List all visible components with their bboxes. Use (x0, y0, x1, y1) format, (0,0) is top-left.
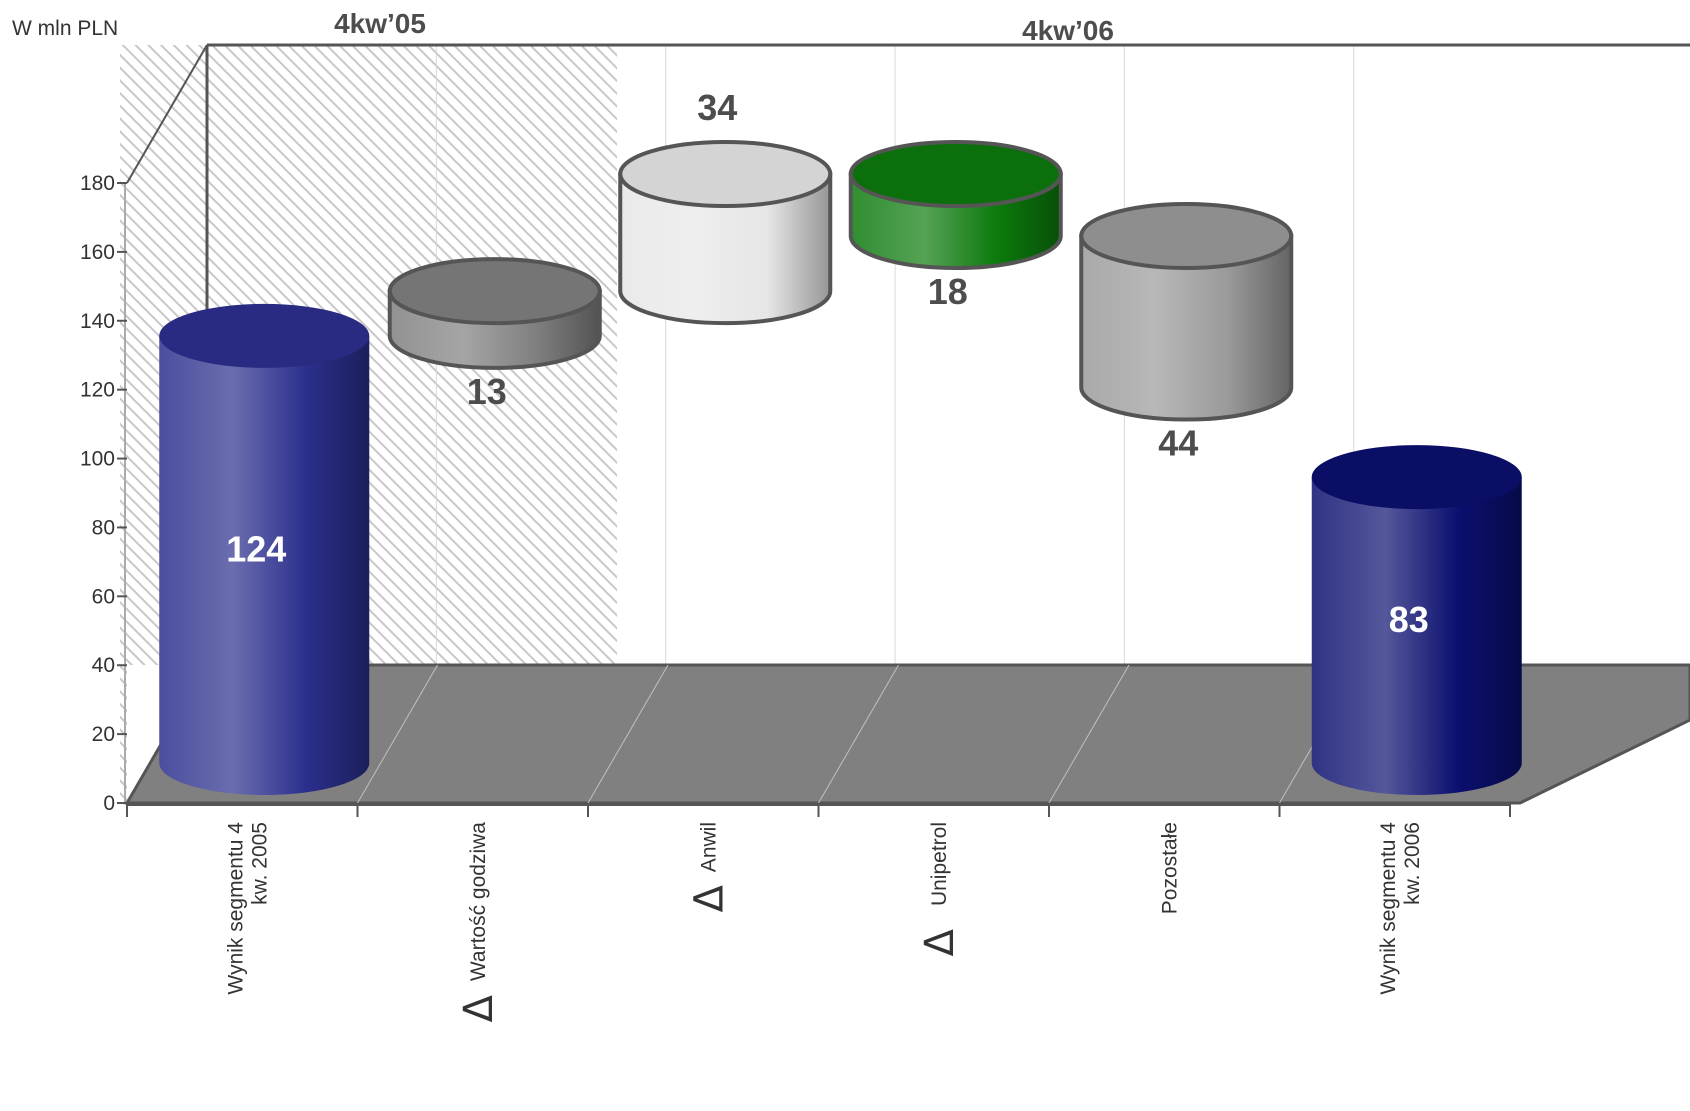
value-labels: 124 13 34 18 44 83 (226, 87, 1429, 640)
y-tick-label: 160 (80, 241, 115, 264)
category-label: Wynik segmentu 4 kw. 2005 (224, 822, 271, 995)
bar-body (159, 335, 370, 795)
bar-top (1311, 445, 1522, 510)
bar-4 (848, 140, 1063, 270)
value-label: 83 (1389, 599, 1429, 640)
category-label-line: kw. 2005 (248, 822, 271, 905)
period-label-4kw06: 4kw’06 (1022, 15, 1114, 46)
x-axis (126, 803, 1511, 817)
y-tick-label: 80 (92, 516, 115, 539)
bar-body (618, 172, 833, 326)
category-label: Wartość godziwa Δ (456, 822, 502, 1023)
side-top-edge (126, 44, 208, 184)
category-label-line: Anwil (697, 822, 720, 872)
y-tick-label: 180 (80, 172, 115, 195)
unit-label: W mln PLN (12, 17, 118, 40)
category-label-line: Wartość godziwa (467, 822, 490, 981)
y-tick-label: 60 (92, 585, 115, 608)
y-tick-label: 140 (80, 310, 115, 333)
delta-symbol: Δ (456, 994, 502, 1022)
value-label: 34 (697, 87, 737, 128)
period-label-4kw05: 4kw’05 (334, 8, 426, 39)
hatch-sidewall (120, 45, 207, 803)
value-label: 124 (226, 528, 286, 569)
y-tick-label: 40 (92, 654, 115, 677)
bar-top (848, 140, 1063, 208)
bar-2 (387, 257, 602, 370)
delta-symbol: Δ (917, 928, 963, 956)
floor-gridline (587, 664, 669, 804)
bar-top (159, 303, 370, 368)
category-labels: Wynik segmentu 4 kw. 2005 Wartość godziwaΔ… (224, 822, 1424, 1023)
category-label: Anwil Δ (686, 822, 732, 912)
bar-1 (159, 303, 370, 795)
floor-gridline (357, 664, 438, 804)
category-label-line: Pozostałe (1158, 822, 1181, 914)
category-label: Unipetrol Δ (917, 822, 963, 956)
floor-gridline (818, 664, 899, 804)
y-tick-label: 0 (103, 792, 115, 815)
category-label: Pozostałe (1158, 822, 1181, 914)
value-label: 18 (928, 271, 968, 312)
bars (159, 140, 1522, 795)
bar-top (1079, 202, 1294, 270)
y-axis: 0 20 40 60 80 100 120 140 160 180 (80, 172, 127, 815)
y-tick-label: 120 (80, 379, 115, 402)
category-label-line: kw. 2006 (1401, 822, 1424, 905)
bar-3 (618, 140, 833, 326)
value-label: 13 (467, 371, 507, 412)
bar-top (387, 257, 602, 326)
category-label-line: Wynik segmentu 4 (1377, 822, 1400, 995)
category-label-line: Unipetrol (928, 822, 951, 906)
y-tick-label: 20 (92, 723, 115, 746)
category-label-line: Wynik segmentu 4 (224, 822, 247, 995)
floor-gridline (1048, 664, 1130, 804)
y-tick-label: 100 (80, 448, 115, 471)
bar-5 (1079, 202, 1294, 422)
bar-6 (1311, 445, 1522, 795)
bar-top (618, 140, 833, 208)
bar-body (1079, 234, 1294, 422)
delta-symbol: Δ (686, 884, 732, 912)
value-label: 44 (1158, 423, 1198, 464)
bar-body (1311, 477, 1522, 795)
category-label: Wynik segmentu 4 kw. 2006 (1377, 822, 1424, 995)
